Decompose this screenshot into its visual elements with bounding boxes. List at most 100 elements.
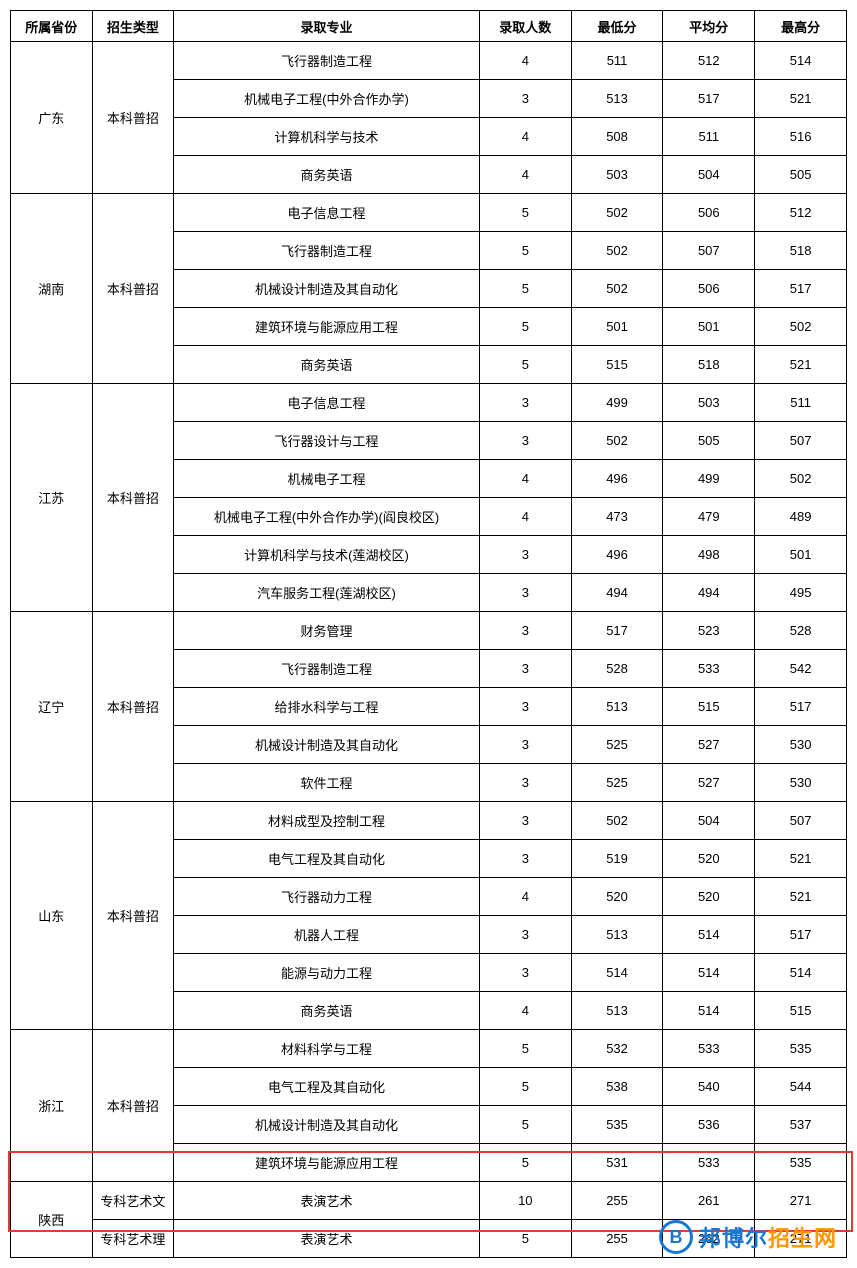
cell-avg: 506 xyxy=(663,270,755,308)
cell-major: 软件工程 xyxy=(174,764,480,802)
table-row: 专科艺术理表演艺术5255262271 xyxy=(11,1220,847,1258)
cell-max: 514 xyxy=(755,954,847,992)
cell-major: 给排水科学与工程 xyxy=(174,688,480,726)
col-header-major: 录取专业 xyxy=(174,11,480,42)
cell-max: 502 xyxy=(755,308,847,346)
cell-max: 528 xyxy=(755,612,847,650)
cell-count: 3 xyxy=(479,574,571,612)
table-row: 山东本科普招材料成型及控制工程3502504507 xyxy=(11,802,847,840)
cell-avg: 536 xyxy=(663,1106,755,1144)
cell-major: 电气工程及其自动化 xyxy=(174,1068,480,1106)
cell-major: 材料成型及控制工程 xyxy=(174,802,480,840)
table-body: 广东本科普招飞行器制造工程4511512514机械电子工程(中外合作办学)351… xyxy=(11,42,847,1258)
cell-min: 502 xyxy=(571,194,663,232)
cell-min: 502 xyxy=(571,232,663,270)
cell-min: 532 xyxy=(571,1030,663,1068)
cell-avg: 514 xyxy=(663,992,755,1030)
cell-min: 514 xyxy=(571,954,663,992)
cell-max: 544 xyxy=(755,1068,847,1106)
cell-max: 517 xyxy=(755,916,847,954)
cell-type: 本科普招 xyxy=(92,612,174,802)
cell-avg: 505 xyxy=(663,422,755,460)
cell-max: 521 xyxy=(755,80,847,118)
cell-min: 496 xyxy=(571,536,663,574)
cell-avg: 506 xyxy=(663,194,755,232)
col-header-max: 最高分 xyxy=(755,11,847,42)
cell-avg: 520 xyxy=(663,878,755,916)
cell-max: 517 xyxy=(755,270,847,308)
cell-avg: 504 xyxy=(663,156,755,194)
cell-min: 531 xyxy=(571,1144,663,1182)
cell-count: 5 xyxy=(479,194,571,232)
cell-avg: 512 xyxy=(663,42,755,80)
cell-major: 机械设计制造及其自动化 xyxy=(174,726,480,764)
table-row: 湖南本科普招电子信息工程5502506512 xyxy=(11,194,847,232)
cell-min: 519 xyxy=(571,840,663,878)
cell-type: 专科艺术理 xyxy=(92,1220,174,1258)
admissions-table: 所属省份 招生类型 录取专业 录取人数 最低分 平均分 最高分 广东本科普招飞行… xyxy=(10,10,847,1258)
cell-avg: 504 xyxy=(663,802,755,840)
col-header-province: 所属省份 xyxy=(11,11,93,42)
cell-province: 陕西 xyxy=(11,1182,93,1258)
cell-count: 5 xyxy=(479,270,571,308)
cell-min: 494 xyxy=(571,574,663,612)
cell-major: 机器人工程 xyxy=(174,916,480,954)
cell-major: 财务管理 xyxy=(174,612,480,650)
cell-major: 计算机科学与技术 xyxy=(174,118,480,156)
cell-max: 521 xyxy=(755,840,847,878)
cell-min: 502 xyxy=(571,270,663,308)
cell-major: 商务英语 xyxy=(174,156,480,194)
cell-count: 3 xyxy=(479,688,571,726)
cell-min: 513 xyxy=(571,916,663,954)
cell-max: 516 xyxy=(755,118,847,156)
cell-major: 飞行器制造工程 xyxy=(174,650,480,688)
col-header-min: 最低分 xyxy=(571,11,663,42)
cell-major: 商务英语 xyxy=(174,992,480,1030)
cell-major: 飞行器制造工程 xyxy=(174,42,480,80)
cell-major: 电子信息工程 xyxy=(174,384,480,422)
cell-major: 计算机科学与技术(莲湖校区) xyxy=(174,536,480,574)
cell-min: 499 xyxy=(571,384,663,422)
table-row: 浙江本科普招材料科学与工程5532533535 xyxy=(11,1030,847,1068)
cell-max: 501 xyxy=(755,536,847,574)
cell-avg: 533 xyxy=(663,650,755,688)
cell-avg: 261 xyxy=(663,1182,755,1220)
cell-avg: 498 xyxy=(663,536,755,574)
cell-count: 3 xyxy=(479,802,571,840)
cell-avg: 540 xyxy=(663,1068,755,1106)
cell-major: 机械电子工程(中外合作办学) xyxy=(174,80,480,118)
cell-count: 3 xyxy=(479,954,571,992)
cell-min: 508 xyxy=(571,118,663,156)
col-header-avg: 平均分 xyxy=(663,11,755,42)
cell-major: 飞行器制造工程 xyxy=(174,232,480,270)
cell-count: 4 xyxy=(479,42,571,80)
cell-avg: 514 xyxy=(663,954,755,992)
cell-min: 255 xyxy=(571,1220,663,1258)
cell-count: 5 xyxy=(479,1144,571,1182)
cell-max: 535 xyxy=(755,1030,847,1068)
cell-major: 商务英语 xyxy=(174,346,480,384)
cell-max: 271 xyxy=(755,1182,847,1220)
cell-max: 502 xyxy=(755,460,847,498)
cell-province: 浙江 xyxy=(11,1030,93,1182)
col-header-count: 录取人数 xyxy=(479,11,571,42)
cell-major: 电子信息工程 xyxy=(174,194,480,232)
cell-avg: 499 xyxy=(663,460,755,498)
cell-avg: 494 xyxy=(663,574,755,612)
cell-min: 496 xyxy=(571,460,663,498)
cell-type: 本科普招 xyxy=(92,42,174,194)
table-row: 辽宁本科普招财务管理3517523528 xyxy=(11,612,847,650)
cell-count: 5 xyxy=(479,1068,571,1106)
cell-count: 5 xyxy=(479,308,571,346)
cell-major: 建筑环境与能源应用工程 xyxy=(174,308,480,346)
cell-min: 515 xyxy=(571,346,663,384)
cell-count: 4 xyxy=(479,498,571,536)
cell-max: 511 xyxy=(755,384,847,422)
cell-max: 518 xyxy=(755,232,847,270)
cell-avg: 527 xyxy=(663,764,755,802)
cell-province: 江苏 xyxy=(11,384,93,612)
cell-min: 517 xyxy=(571,612,663,650)
cell-max: 517 xyxy=(755,688,847,726)
cell-count: 3 xyxy=(479,384,571,422)
cell-type: 专科艺术文 xyxy=(92,1182,174,1220)
